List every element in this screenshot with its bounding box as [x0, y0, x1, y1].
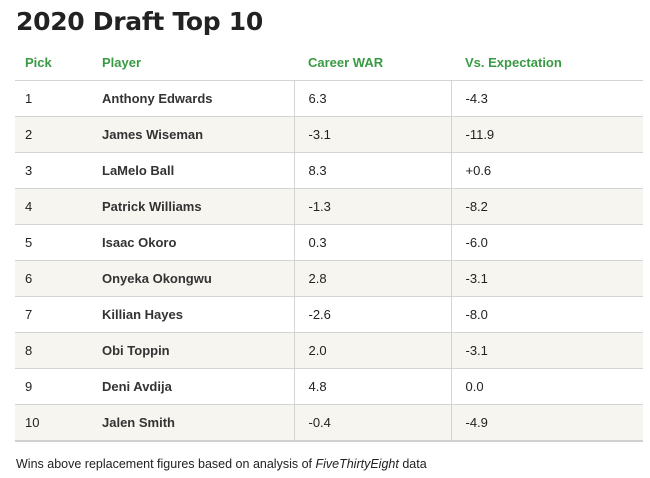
column-header-vs-expectation: Vs. Expectation — [451, 45, 643, 81]
cell-pick: 9 — [15, 368, 88, 405]
table-row: 7 Killian Hayes -2.6 -8.0 — [15, 296, 643, 333]
table-row: 3 LaMelo Ball 8.3 +0.6 — [15, 152, 643, 189]
cell-vs-expectation: -8.2 — [451, 188, 643, 225]
cell-vs-expectation: -11.9 — [451, 116, 643, 153]
cell-career-war: -2.6 — [294, 296, 452, 333]
cell-vs-expectation: 0.0 — [451, 368, 643, 405]
cell-career-war: -1.3 — [294, 188, 452, 225]
column-header-player: Player — [88, 45, 294, 81]
table-row: 10 Jalen Smith -0.4 -4.9 — [15, 404, 643, 442]
cell-career-war: 0.3 — [294, 224, 452, 261]
cell-pick: 10 — [15, 404, 88, 442]
table-row: 1 Anthony Edwards 6.3 -4.3 — [15, 80, 643, 117]
cell-player: LaMelo Ball — [88, 152, 295, 189]
draft-table: Pick Player Career WAR Vs. Expectation 1… — [15, 45, 643, 442]
cell-pick: 4 — [15, 188, 88, 225]
cell-pick: 7 — [15, 296, 88, 333]
cell-vs-expectation: -3.1 — [451, 332, 643, 369]
cell-vs-expectation: +0.6 — [451, 152, 643, 189]
cell-player: Patrick Williams — [88, 188, 295, 225]
cell-pick: 2 — [15, 116, 88, 153]
cell-player: Obi Toppin — [88, 332, 295, 369]
cell-vs-expectation: -8.0 — [451, 296, 643, 333]
cell-player: Deni Avdija — [88, 368, 295, 405]
cell-career-war: -3.1 — [294, 116, 452, 153]
table-row: 8 Obi Toppin 2.0 -3.1 — [15, 332, 643, 369]
cell-vs-expectation: -4.9 — [451, 404, 643, 442]
column-header-pick: Pick — [15, 45, 88, 81]
footnote-prefix: Wins above replacement figures based on … — [16, 457, 316, 471]
cell-vs-expectation: -4.3 — [451, 80, 643, 117]
table-header-row: Pick Player Career WAR Vs. Expectation — [15, 45, 643, 81]
cell-player: James Wiseman — [88, 116, 295, 153]
cell-pick: 5 — [15, 224, 88, 261]
table-row: 2 James Wiseman -3.1 -11.9 — [15, 116, 643, 153]
footnote-suffix: data — [398, 457, 427, 471]
cell-player: Killian Hayes — [88, 296, 295, 333]
cell-player: Anthony Edwards — [88, 80, 295, 117]
column-header-career-war: Career WAR — [294, 45, 451, 81]
footnote: Wins above replacement figures based on … — [16, 457, 427, 471]
cell-pick: 3 — [15, 152, 88, 189]
cell-vs-expectation: -6.0 — [451, 224, 643, 261]
table-row: 6 Onyeka Okongwu 2.8 -3.1 — [15, 260, 643, 297]
table-row: 9 Deni Avdija 4.8 0.0 — [15, 368, 643, 405]
table-body: 1 Anthony Edwards 6.3 -4.3 2 James Wiseman -3.… — [15, 80, 643, 442]
footnote-source: FiveThirtyEight — [315, 457, 399, 471]
cell-career-war: 8.3 — [294, 152, 452, 189]
cell-career-war: 6.3 — [294, 80, 452, 117]
cell-career-war: -0.4 — [294, 404, 452, 442]
cell-pick: 8 — [15, 332, 88, 369]
cell-player: Onyeka Okongwu — [88, 260, 295, 297]
table-row: 4 Patrick Williams -1.3 -8.2 — [15, 188, 643, 225]
cell-player: Isaac Okoro — [88, 224, 295, 261]
cell-player: Jalen Smith — [88, 404, 295, 442]
table-row: 5 Isaac Okoro 0.3 -6.0 — [15, 224, 643, 261]
cell-vs-expectation: -3.1 — [451, 260, 643, 297]
cell-pick: 6 — [15, 260, 88, 297]
cell-career-war: 2.8 — [294, 260, 452, 297]
chart-title: 2020 Draft Top 10 — [16, 7, 263, 36]
cell-career-war: 4.8 — [294, 368, 452, 405]
cell-pick: 1 — [15, 80, 88, 117]
cell-career-war: 2.0 — [294, 332, 452, 369]
